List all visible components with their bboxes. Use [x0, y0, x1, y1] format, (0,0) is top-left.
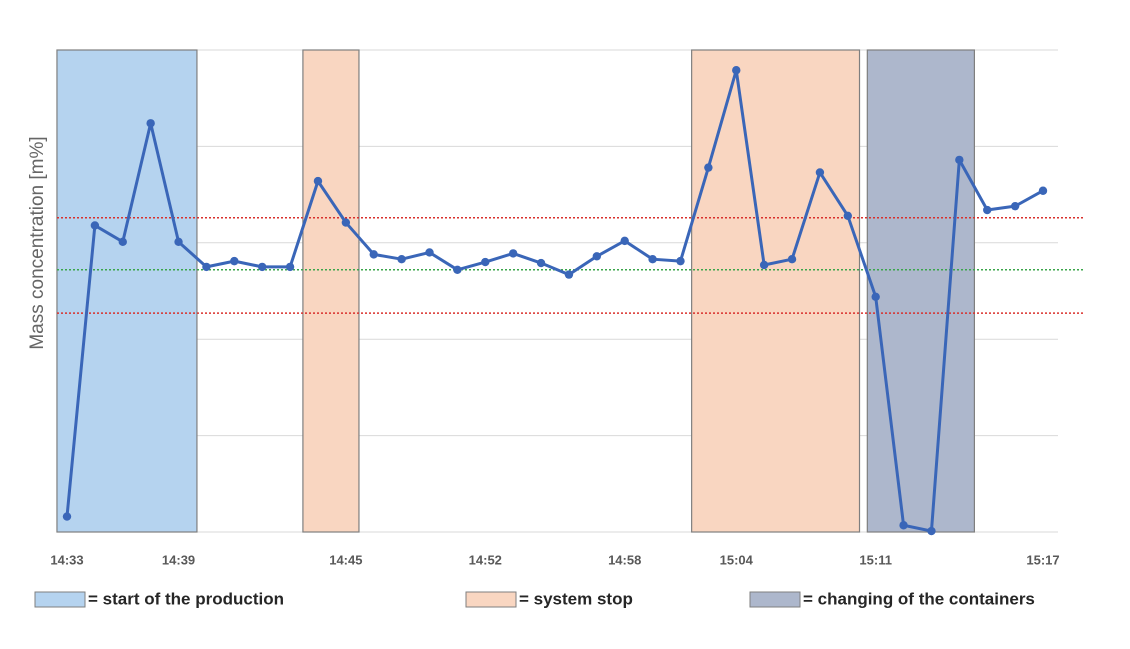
x-tick-label: 14:39	[162, 552, 195, 567]
data-point	[704, 163, 713, 172]
legend-swatch	[749, 591, 801, 608]
region	[56, 49, 198, 533]
data-point	[620, 236, 629, 246]
legend-label: = start of the production	[88, 589, 284, 608]
data-point	[955, 155, 964, 165]
data-point	[146, 119, 155, 128]
data-point	[425, 248, 434, 257]
data-point	[899, 521, 908, 530]
region	[691, 49, 861, 533]
data-point	[202, 262, 211, 272]
data-point	[313, 176, 323, 186]
x-tick-label: 15:17	[1026, 552, 1059, 567]
data-point	[230, 256, 239, 266]
data-point	[759, 260, 769, 270]
data-point	[843, 211, 852, 221]
x-tick-label: 14:45	[329, 552, 362, 567]
data-point	[397, 254, 406, 264]
y-axis-label: Mass concentration [m%]	[27, 136, 48, 349]
data-point	[592, 252, 602, 261]
data-point	[285, 262, 295, 272]
x-tick-label: 14:52	[469, 552, 502, 567]
x-tick-label: 14:58	[608, 552, 641, 567]
data-point	[174, 237, 183, 247]
data-point	[871, 292, 880, 301]
data-point	[453, 265, 462, 274]
x-tick-label: 15:11	[859, 552, 892, 567]
data-point	[676, 256, 685, 266]
data-point	[787, 254, 797, 264]
x-tick-label: 15:04	[720, 552, 754, 567]
legend-label: = changing of the containers	[803, 589, 1035, 608]
data-point	[648, 254, 657, 264]
data-point	[536, 258, 546, 268]
region	[866, 49, 976, 533]
legend-label: = system stop	[519, 589, 633, 608]
data-point	[118, 237, 127, 247]
x-tick-label: 14:33	[50, 552, 83, 567]
data-point	[732, 66, 741, 75]
data-point	[481, 257, 490, 267]
data-point	[815, 168, 825, 177]
data-point	[1010, 201, 1020, 211]
data-point	[62, 512, 72, 521]
data-point	[564, 270, 574, 279]
data-point	[369, 250, 378, 259]
data-point	[90, 221, 100, 230]
legend-swatch	[34, 591, 86, 608]
data-point	[341, 218, 351, 227]
data-point	[258, 262, 267, 272]
data-point	[927, 526, 936, 536]
data-point	[1038, 186, 1048, 195]
data-point	[983, 205, 992, 215]
region	[302, 49, 360, 533]
legend-swatch	[465, 591, 517, 608]
data-point	[508, 249, 518, 258]
data-line	[65, 68, 1044, 533]
